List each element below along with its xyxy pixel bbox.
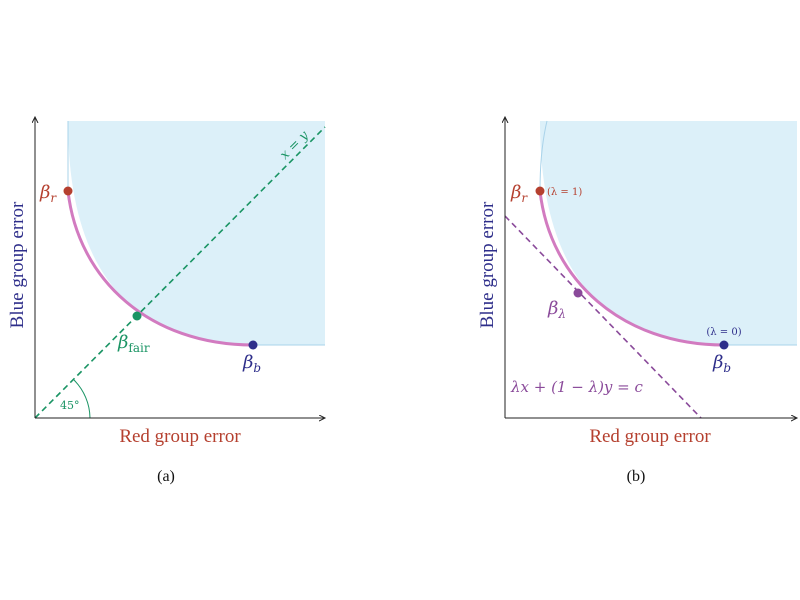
beta-fair-point: [132, 311, 142, 321]
lambda-one-label: (λ = 1): [547, 187, 582, 198]
y-axis-label: Blue group error: [7, 201, 28, 328]
panel-b: βr (λ = 1) βλ (λ = 0) βb λx + (1 − λ)y =…: [477, 117, 797, 485]
diagonal-line: [34, 126, 326, 419]
angle-arc: [73, 379, 91, 419]
feasible-region: [540, 121, 797, 345]
lambda-zero-label: (λ = 0): [706, 327, 741, 338]
feasible-region: [68, 121, 325, 345]
caption-a: (a): [157, 468, 175, 485]
beta-r-point: [63, 186, 73, 196]
beta-b-point: [719, 340, 729, 350]
beta-r-label: βr: [510, 182, 528, 205]
tangent-line-label: λx + (1 − λ)y = c: [510, 378, 644, 396]
panel-a: βr βfair βb x = y 45° Red group error Bl…: [7, 117, 325, 485]
beta-fair-label: βfair: [117, 332, 150, 355]
beta-r-label: βr: [39, 182, 57, 205]
angle-label: 45°: [60, 399, 80, 412]
pareto-curve: [538, 190, 725, 347]
x-axis-label: Red group error: [589, 426, 711, 447]
beta-lambda-label: βλ: [547, 298, 566, 321]
beta-b-point: [248, 340, 258, 350]
beta-b-label: βb: [712, 352, 731, 375]
x-axis-label: Red group error: [119, 426, 241, 447]
region-border: [539, 120, 548, 192]
beta-b-label: βb: [242, 352, 261, 375]
y-axis-label: Blue group error: [477, 201, 498, 328]
beta-lambda-point: [573, 288, 583, 298]
caption-b: (b): [627, 468, 646, 485]
tangent-line: [504, 215, 702, 419]
beta-r-point: [535, 186, 545, 196]
pareto-curve: [66, 190, 254, 347]
